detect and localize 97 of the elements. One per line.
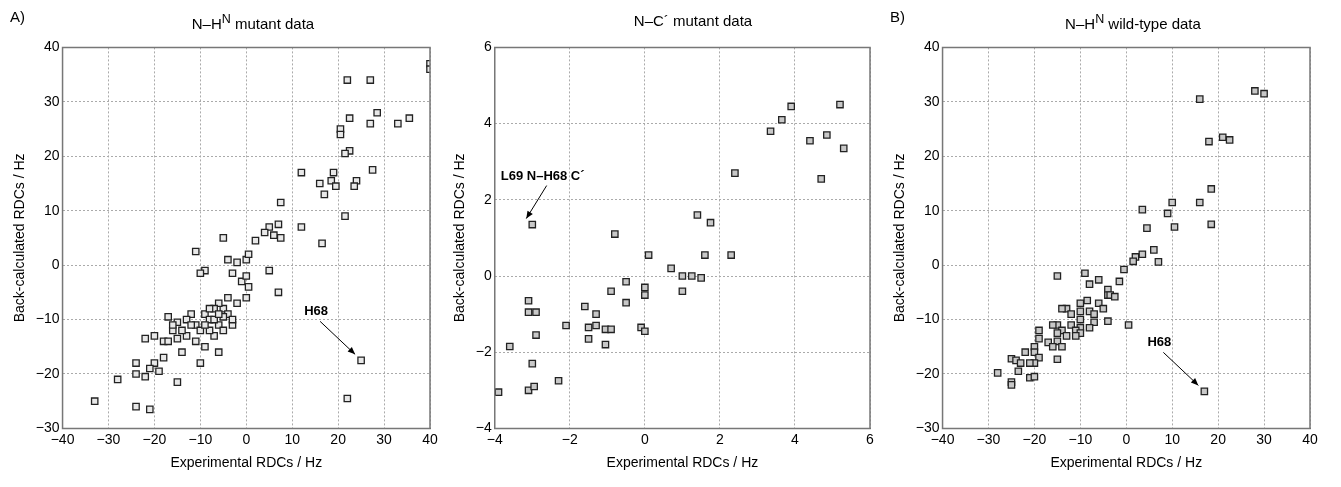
x-tick-label: −30 <box>976 430 1001 447</box>
y-tick-label: 0 <box>931 255 940 272</box>
y-tick-label: 30 <box>43 92 60 109</box>
annotation: L69 N–H68 C´ <box>500 167 585 183</box>
x-axis-title: Experimental RDCs / Hz <box>170 454 323 471</box>
point <box>678 287 687 296</box>
point <box>532 308 540 317</box>
point <box>644 251 653 259</box>
point <box>592 310 600 318</box>
annotation: H68 <box>1147 334 1172 350</box>
point <box>823 131 831 139</box>
x-tick-label: −10 <box>1068 430 1093 447</box>
point <box>731 169 739 177</box>
point <box>836 100 844 109</box>
point <box>532 331 540 339</box>
point <box>787 102 796 111</box>
x-axis-title: Experimental RDCs / Hz <box>606 454 759 471</box>
chart-title: N–C´ mutant data <box>632 11 754 31</box>
y-tick-label: −10 <box>915 310 940 327</box>
point <box>607 287 615 296</box>
text: B) <box>890 8 905 25</box>
point <box>505 342 514 351</box>
point <box>562 321 570 330</box>
point <box>687 272 696 280</box>
text: A) <box>10 8 25 25</box>
x-tick-label: 40 <box>422 430 438 447</box>
point <box>697 274 705 282</box>
x-tick-label: 4 <box>791 430 800 447</box>
y-axis-title: Back-calculated RDCs / Hz <box>11 153 28 323</box>
x-tick-label: 30 <box>376 430 393 447</box>
point <box>580 302 589 311</box>
x-axis-title: Experimental RDCs / Hz <box>1050 454 1203 471</box>
point <box>667 264 675 273</box>
x-tick-label: −2 <box>561 430 578 447</box>
point <box>611 230 619 238</box>
point <box>622 298 630 307</box>
point <box>693 211 702 219</box>
y-axis-title: Back-calculated RDCs / Hz <box>451 153 468 323</box>
x-tick-label: 30 <box>1256 430 1273 447</box>
point <box>530 382 538 391</box>
x-tick-label: 10 <box>1164 430 1181 447</box>
x-tick-label: −10 <box>188 430 213 447</box>
y-tick-label: 2 <box>483 190 492 207</box>
y-tick-label: 0 <box>51 255 60 272</box>
y-tick-label: 30 <box>923 92 940 109</box>
point <box>528 220 537 229</box>
x-tick-label: −30 <box>96 430 121 447</box>
point <box>592 321 600 330</box>
y-tick-label: −20 <box>35 364 60 381</box>
point <box>524 296 533 305</box>
point <box>641 291 649 299</box>
y-tick-label: −2 <box>475 343 492 360</box>
point <box>678 272 687 280</box>
chart-title: N–H$^{N}$ mutant data <box>191 12 315 32</box>
x-tick-label: 2 <box>716 430 725 447</box>
x-tick-label: 40 <box>1302 430 1318 447</box>
y-tick-label: 40 <box>923 38 940 55</box>
y-tick-label: −30 <box>915 419 940 436</box>
point <box>641 327 649 336</box>
point <box>766 127 775 136</box>
point <box>607 325 615 334</box>
point <box>839 144 848 153</box>
x-tick-label: 0 <box>242 430 251 447</box>
x-tick-label: 10 <box>284 430 301 447</box>
annotation: H68 <box>304 303 329 319</box>
y-tick-label: 20 <box>923 147 940 164</box>
x-tick-label: −20 <box>142 430 167 447</box>
y-tick-label: −10 <box>35 310 60 327</box>
point <box>727 251 735 259</box>
point <box>641 283 649 292</box>
point <box>528 359 537 368</box>
x-tick-label: 0 <box>1122 430 1131 447</box>
y-tick-label: −30 <box>35 419 60 436</box>
x-tick-label: −20 <box>1022 430 1047 447</box>
y-tick-label: 4 <box>483 114 492 131</box>
point <box>817 175 826 183</box>
y-tick-label: 0 <box>483 266 492 283</box>
point <box>524 308 533 317</box>
y-tick-label: 40 <box>43 38 60 55</box>
point <box>806 136 814 145</box>
y-tick-label: 10 <box>43 201 60 218</box>
y-tick-label: 10 <box>923 201 940 218</box>
y-axis-title: Back-calculated RDCs / Hz <box>891 153 908 323</box>
y-tick-label: −4 <box>475 419 492 436</box>
point <box>622 277 630 286</box>
y-tick-label: 6 <box>483 38 492 55</box>
y-tick-label: 20 <box>43 147 60 164</box>
point <box>777 115 786 124</box>
point <box>701 251 709 259</box>
x-tick-label: 20 <box>330 430 347 447</box>
x-tick-label: 6 <box>866 430 875 447</box>
x-tick-label: 0 <box>640 430 649 447</box>
chart-title: N–H$^{N}$ wild-type data <box>1065 12 1201 32</box>
y-tick-label: −20 <box>915 364 940 381</box>
point <box>584 335 593 343</box>
x-tick-label: 20 <box>1210 430 1227 447</box>
point <box>554 376 563 385</box>
